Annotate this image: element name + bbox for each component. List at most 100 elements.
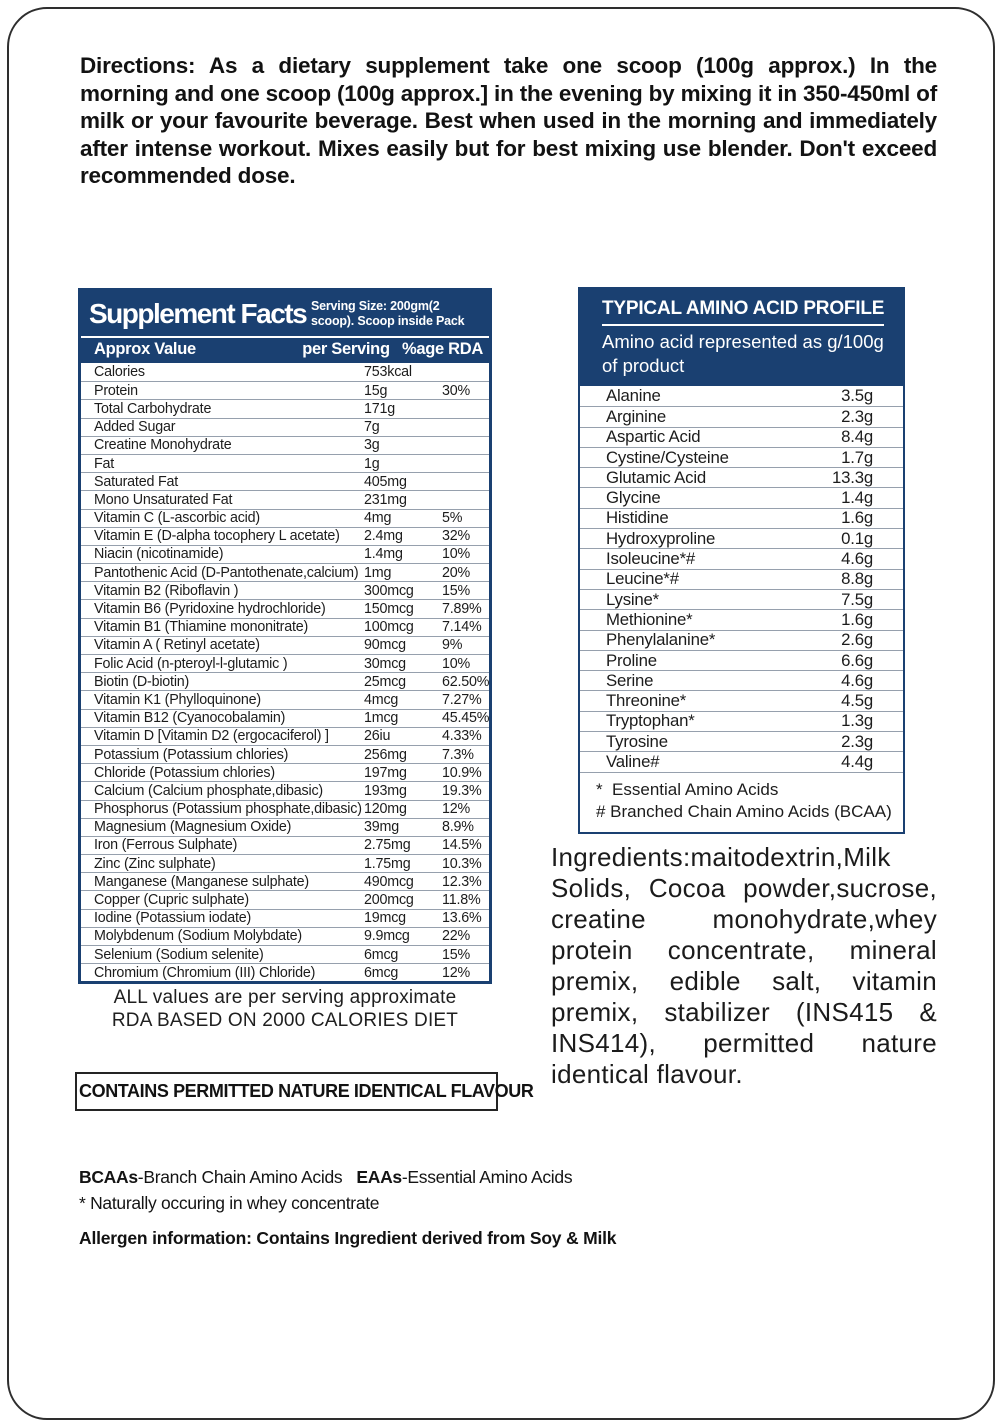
nutrient-name: Vitamin A ( Retinyl acetate): [94, 637, 260, 654]
nutrient-amount: 9.9mcg: [364, 928, 410, 945]
amino-profile-row: Isoleucine*# 4.6g: [580, 548, 903, 568]
nutrient-rda: 12.3%: [442, 873, 482, 890]
nutrient-amount: 150mcg: [364, 601, 414, 618]
amino-acid-amount: 2.3g: [841, 406, 873, 426]
nutrient-amount: 197mg: [364, 764, 407, 781]
nutrient-rda: 10.3%: [442, 855, 482, 872]
amino-acid-name: Serine: [606, 670, 654, 690]
amino-acid-name: Phenylalanine*: [606, 630, 716, 650]
column-header-per-serving: per Serving: [302, 340, 390, 358]
nutrient-amount: 100mcg: [364, 619, 414, 636]
nutrient-amount: 6mcg: [364, 964, 399, 981]
eaa-abbrev-text: -Essential Amino Acids: [401, 1167, 573, 1187]
nutrient-amount: 300mcg: [364, 582, 414, 599]
amino-acid-amount: 4.6g: [841, 670, 873, 690]
flavour-box-text: CONTAINS PERMITTED NATURE IDENTICAL FLAV…: [79, 1081, 534, 1101]
bcaa-abbrev-text: -Branch Chain Amino Acids: [137, 1167, 343, 1187]
supplement-facts-row: Vitamin E (D-alpha tocophery L acetate) 2…: [81, 526, 489, 545]
amino-profile-row: Leucine*# 8.8g: [580, 568, 903, 589]
nutrient-name: Vitamin B12 (Cyanocobalamin): [94, 710, 286, 727]
amino-profile-row: Glycine 1.4g: [580, 487, 903, 507]
amino-profile-title: TYPICAL AMINO ACID PROFILE: [602, 298, 891, 326]
amino-profile-subtitle: Amino acid represented as g/100g of prod…: [602, 331, 884, 376]
amino-acid-amount: 0.1g: [841, 528, 873, 548]
nutrient-amount: 4mcg: [364, 691, 399, 708]
supplement-facts-row: Protein 15g 30%: [81, 381, 489, 399]
supplement-facts-row: Vitamin D [Vitamin D2 (ergocaciferol) ] 2…: [81, 726, 489, 745]
supplement-facts-row: Vitamin B2 (Riboflavin ) 300mcg 15%: [81, 581, 489, 599]
nutrient-amount: 1g: [364, 455, 380, 472]
nutrient-rda: 7.27%: [442, 691, 482, 708]
amino-acid-amount: 4.4g: [841, 752, 873, 771]
amino-profile-row: Histidine 1.6g: [580, 507, 903, 528]
amino-acid-amount: 6.6g: [841, 650, 873, 670]
naturally-occuring-note: * Naturally occuring in whey concentrate: [79, 1193, 380, 1213]
amino-acid-amount: 1.6g: [841, 609, 873, 629]
nutrient-rda: 12%: [442, 964, 471, 981]
amino-acid-amount: 3.5g: [841, 386, 873, 406]
nutrient-name: Biotin (D-biotin): [94, 673, 190, 690]
nutrient-name: Total Carbohydrate: [94, 400, 212, 417]
supplement-facts-column-headers: Approx Value per Serving %age RDA: [81, 338, 489, 363]
amino-acid-profile-panel: TYPICAL AMINO ACID PROFILE Amino acid re…: [578, 287, 905, 834]
nutrient-name: Potassium (Potassium chlories): [94, 746, 289, 763]
amino-acid-name: Glycine: [606, 488, 661, 508]
nutrient-rda: 11.8%: [442, 892, 481, 909]
amino-acid-name: Leucine*#: [606, 569, 679, 589]
amino-profile-row: Aspartic Acid 8.4g: [580, 426, 903, 447]
nutrient-rda: 45.45%: [442, 710, 490, 727]
amino-profile-footnotes: * Essential Amino Acids # Branched Chain…: [580, 771, 903, 832]
amino-acid-amount: 2.6g: [841, 630, 873, 650]
nutrient-name: Iron (Ferrous Sulphate): [94, 837, 238, 854]
amino-acid-name: Arginine: [606, 406, 666, 426]
nutrient-amount: 90mcg: [364, 637, 406, 654]
amino-acid-amount: 4.6g: [841, 549, 873, 569]
amino-acid-name: Methionine*: [606, 609, 693, 629]
nutrient-rda: 32%: [442, 528, 471, 545]
amino-profile-row: Hydroxyproline 0.1g: [580, 528, 903, 548]
nutrient-name: Manganese (Manganese sulphate): [94, 873, 309, 890]
bcaa-abbrev: BCAAs: [79, 1167, 138, 1187]
nutrient-rda: 9%: [442, 637, 463, 654]
allergen-note: Allergen information: Contains Ingredien…: [79, 1228, 617, 1248]
amino-profile-row: Tyrosine 2.3g: [580, 731, 903, 751]
nutrient-amount: 1mg: [364, 564, 392, 581]
nutrient-amount: 6mcg: [364, 946, 399, 963]
abbreviations-note: BCAAs-Branch Chain Amino Acids EAAs-Essen…: [79, 1167, 573, 1188]
supplement-facts-header: Supplement Facts Serving Size: 200gm(2 s…: [81, 291, 489, 363]
amino-profile-row: Tryptophan* 1.3g: [580, 710, 903, 731]
nutrient-amount: 490mcg: [364, 873, 414, 890]
nutrient-amount: 2.75mg: [364, 837, 411, 854]
nutrient-name: Calories: [94, 364, 145, 381]
supplement-facts-row: Folic Acid (n-pteroyl-l-glutamic ) 30mcg 1…: [81, 654, 489, 672]
footnote-essential: * Essential Amino Acids: [596, 779, 779, 799]
nutrient-rda: 7.14%: [442, 619, 482, 636]
supplement-facts-panel: Supplement Facts Serving Size: 200gm(2 s…: [78, 288, 492, 985]
column-header-approx-value: Approx Value: [94, 340, 196, 358]
supplement-facts-row: Vitamin B12 (Cyanocobalamin) 1mcg 45.45%: [81, 708, 490, 727]
supplement-facts-row: Creatine Monohydrate 3g: [81, 435, 489, 454]
supplement-facts-row: Pantothenic Acid (D-Pantothenate,calcium…: [81, 563, 489, 581]
amino-profile-row: Valine# 4.4g: [580, 751, 903, 771]
nutrient-amount: 25mcg: [364, 673, 406, 690]
nutrient-amount: 30mcg: [364, 655, 406, 672]
nutrient-amount: 1.75mg: [364, 855, 411, 872]
supplement-facts-row: Manganese (Manganese sulphate) 490mcg 12.3…: [81, 872, 489, 890]
nutrient-rda: 19.3%: [442, 782, 482, 799]
amino-acid-name: Alanine: [606, 386, 661, 406]
amino-profile-rows: Alanine 3.5g Arginine 2.3g Aspartic Acid 8.4g…: [580, 386, 903, 772]
nutrient-name: Vitamin B6 (Pyridoxine hydrochloride): [94, 601, 326, 618]
nutrient-name: Folic Acid (n-pteroyl-l-glutamic ): [94, 655, 288, 672]
amino-profile-header: TYPICAL AMINO ACID PROFILE Amino acid re…: [580, 289, 903, 386]
nutrient-rda: 15%: [442, 946, 471, 963]
supplement-facts-row: Iodine (Potassium iodate) 19mcg 13.6%: [81, 908, 489, 927]
nutrient-name: Calcium (Calcium phosphate,dibasic): [94, 782, 323, 799]
nutrient-name: Mono Unsaturated Fat: [94, 491, 233, 508]
amino-profile-row: Methionine* 1.6g: [580, 609, 903, 629]
nutrient-name: Vitamin B2 (Riboflavin ): [94, 582, 239, 599]
nutrient-rda: 62.50%: [442, 673, 490, 690]
nutrient-amount: 256mg: [364, 746, 407, 763]
nutrient-name: Vitamin D [Vitamin D2 (ergocaciferol) ]: [94, 728, 329, 745]
nutrient-amount: 405mg: [364, 473, 407, 490]
amino-acid-name: Tryptophan*: [606, 711, 695, 731]
